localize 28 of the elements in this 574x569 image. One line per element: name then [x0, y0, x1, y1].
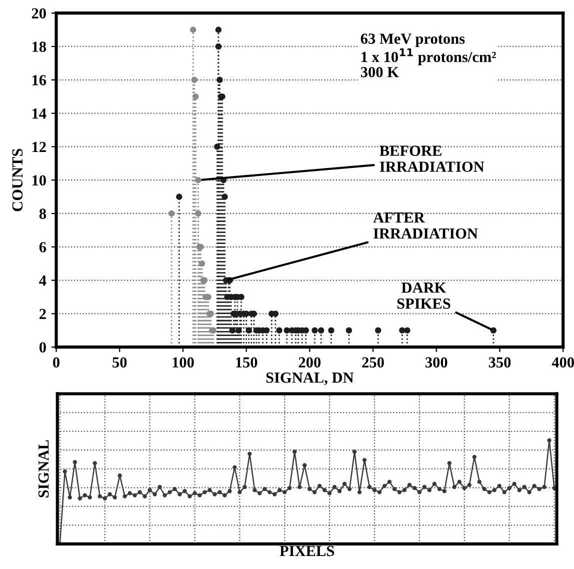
x-tick-label: 200 — [298, 357, 321, 368]
y-tick-label: 12 — [32, 142, 46, 152]
x-axis-title: PIXELS — [280, 546, 334, 556]
y-axis-title: COUNTS — [12, 148, 23, 212]
x-tick-label: 300 — [426, 357, 448, 368]
x-tick-label: 100 — [172, 357, 194, 368]
annotation: DARK SPIKES — [397, 282, 450, 309]
y-tick-label: 2 — [40, 308, 46, 319]
y-tick-label: 16 — [32, 75, 46, 86]
y-tick-label: 4 — [39, 276, 46, 286]
y-tick-label: 14 — [32, 108, 46, 119]
y-tick-label: 8 — [39, 208, 46, 219]
x-tick-label: 250 — [362, 357, 384, 368]
annotation: AFTER IRRADIATION — [373, 212, 478, 239]
x-tick-label: 350 — [488, 357, 511, 368]
y-axis-title: SIGNAL — [38, 440, 49, 498]
x-axis-title: SIGNAL, DN — [266, 372, 354, 386]
x-tick-label: 50 — [112, 357, 127, 368]
annotation: BEFORE IRRADIATION — [380, 146, 484, 172]
y-tick-label: 20 — [32, 8, 46, 19]
x-tick-label: 150 — [236, 357, 258, 368]
x-tick-label: 0 — [53, 357, 60, 368]
y-tick-label: 0 — [39, 342, 46, 353]
y-tick-label: 6 — [39, 242, 46, 252]
y-tick-label: 18 — [32, 42, 46, 52]
y-tick-label: 10 — [32, 175, 46, 186]
text: 63 MeV protons 1 x 10$^{11}$ protons/cm² 300 K — [360, 34, 496, 78]
x-tick-label: 400 — [552, 357, 574, 368]
